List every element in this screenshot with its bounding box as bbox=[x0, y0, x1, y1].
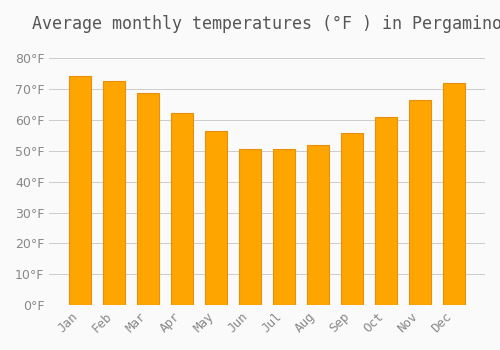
Bar bbox=[307, 145, 329, 305]
Bar bbox=[375, 117, 397, 305]
Bar bbox=[239, 149, 261, 305]
Bar bbox=[69, 76, 92, 305]
Bar bbox=[205, 131, 227, 305]
Bar bbox=[171, 113, 193, 305]
Bar bbox=[409, 100, 431, 305]
Bar bbox=[137, 92, 159, 305]
Title: Average monthly temperatures (°F ) in Pergamino: Average monthly temperatures (°F ) in Pe… bbox=[32, 15, 500, 33]
Bar bbox=[103, 82, 126, 305]
Bar bbox=[273, 149, 295, 305]
Bar bbox=[341, 133, 363, 305]
Bar bbox=[443, 83, 465, 305]
